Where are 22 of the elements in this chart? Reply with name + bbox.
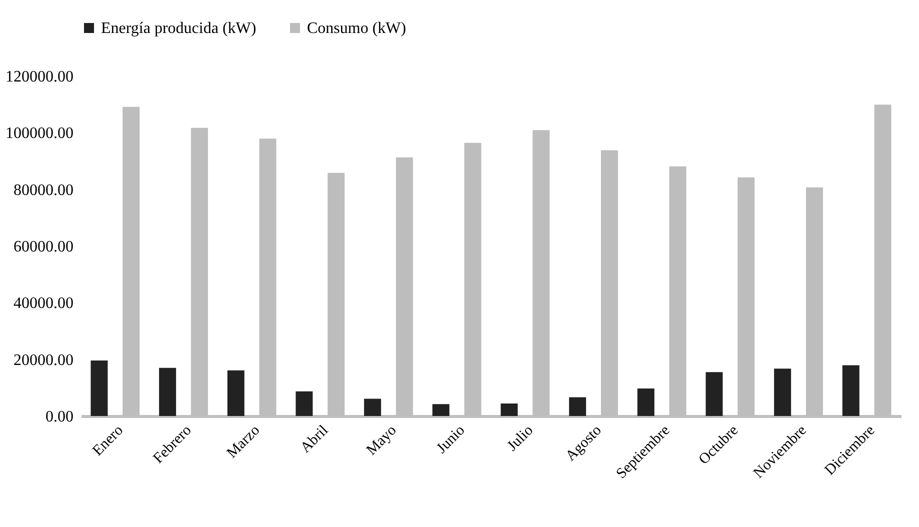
bar — [90, 360, 108, 416]
bar — [159, 368, 176, 416]
y-tick-label: 0.00 — [46, 408, 74, 426]
bar — [842, 365, 860, 416]
x-tick-label: Julio — [504, 422, 536, 454]
legend-label: Energía producida (kW) — [101, 20, 256, 37]
bar — [637, 388, 654, 416]
y-tick-label: 60000.00 — [14, 238, 74, 256]
y-tick-label: 20000.00 — [14, 352, 74, 369]
legend-label: Consumo (kW) — [307, 20, 406, 37]
y-tick-label: 120000.00 — [6, 68, 74, 86]
bar — [432, 404, 450, 416]
bar — [364, 398, 382, 416]
bar — [706, 372, 723, 416]
y-tick-label: 80000.00 — [14, 182, 74, 199]
y-tick-label: 40000.00 — [14, 295, 74, 312]
bar — [500, 404, 518, 416]
bar — [227, 370, 244, 416]
bar — [569, 397, 586, 416]
y-tick-label: 100000.00 — [6, 125, 74, 142]
bar — [774, 368, 792, 416]
bar — [296, 391, 313, 416]
